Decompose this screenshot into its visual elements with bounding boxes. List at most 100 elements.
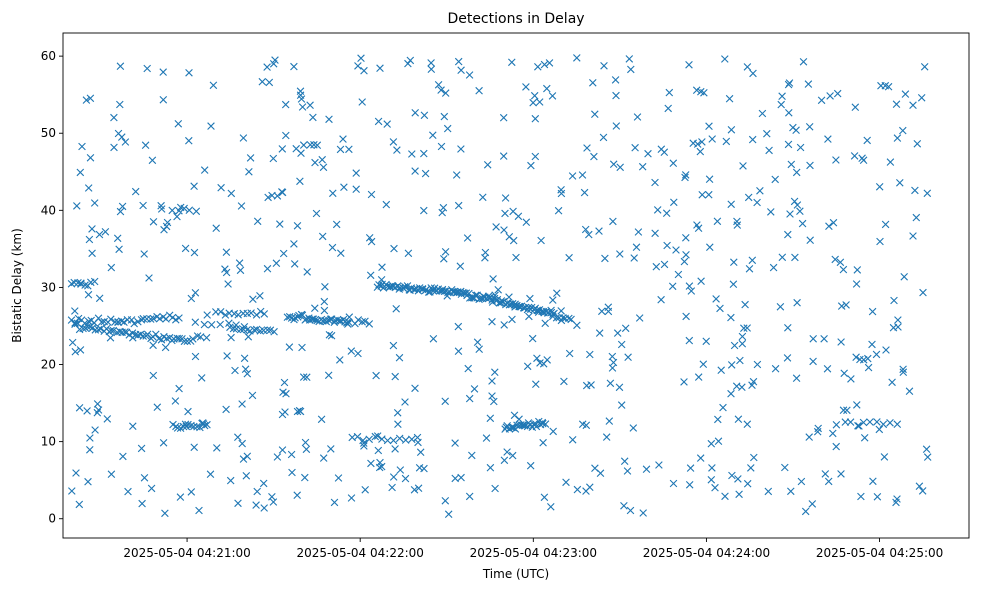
data-point-822 xyxy=(344,320,352,328)
data-point-538 xyxy=(699,360,708,368)
data-point-400 xyxy=(191,352,200,361)
data-point-556 xyxy=(541,319,549,328)
data-point-807 xyxy=(90,199,99,207)
data-point-682 xyxy=(129,422,137,430)
data-point-396 xyxy=(491,291,499,299)
data-point-943 xyxy=(530,91,539,100)
data-point-479 xyxy=(115,245,123,254)
data-point-961 xyxy=(634,228,643,236)
data-point-760 xyxy=(276,220,284,228)
data-point-1028 xyxy=(457,473,465,482)
data-point-504 xyxy=(826,92,834,100)
data-point-681 xyxy=(440,255,448,263)
data-point-922 xyxy=(749,69,757,78)
data-point-104 xyxy=(207,321,216,329)
data-point-756 xyxy=(420,464,428,473)
data-point-958 xyxy=(629,424,638,432)
data-point-374 xyxy=(71,347,80,356)
data-point-895 xyxy=(176,203,185,212)
data-point-576 xyxy=(116,62,125,70)
data-point-714 xyxy=(252,501,260,509)
data-point-448 xyxy=(657,295,665,304)
data-point-649 xyxy=(454,57,463,66)
data-point-883 xyxy=(764,487,773,496)
data-point-1061 xyxy=(685,481,694,489)
data-point-994 xyxy=(784,140,793,149)
data-point-559 xyxy=(880,453,889,461)
data-point-506 xyxy=(899,365,907,374)
data-point-837 xyxy=(279,388,287,396)
data-point-463 xyxy=(143,64,151,73)
data-point-770 xyxy=(212,224,220,232)
data-point-907 xyxy=(438,208,446,217)
data-point-282 xyxy=(523,305,532,314)
data-point-345 xyxy=(893,420,902,428)
data-point-797 xyxy=(263,264,272,273)
data-point-870 xyxy=(248,391,257,400)
data-point-817 xyxy=(730,341,739,350)
data-point-399 xyxy=(354,62,362,70)
data-point-435 xyxy=(190,248,199,257)
data-point-562 xyxy=(411,109,419,117)
data-point-442 xyxy=(441,248,450,256)
data-point-548 xyxy=(347,494,356,502)
data-point-532 xyxy=(613,329,622,337)
data-point-908 xyxy=(240,354,249,363)
data-point-585 xyxy=(357,54,365,62)
data-point-17 xyxy=(97,318,106,326)
data-point-79 xyxy=(149,314,158,323)
data-point-993 xyxy=(468,451,476,460)
data-point-415 xyxy=(728,471,736,480)
data-point-566 xyxy=(78,142,86,151)
data-point-571 xyxy=(674,270,683,279)
data-point-342 xyxy=(873,418,881,426)
data-point-480 xyxy=(391,372,399,381)
data-point-579 xyxy=(608,352,617,361)
data-point-620 xyxy=(101,228,110,236)
data-point-916 xyxy=(296,407,305,416)
data-point-932 xyxy=(905,387,914,395)
data-point-894 xyxy=(749,377,758,386)
data-point-881 xyxy=(345,313,354,321)
data-point-914 xyxy=(743,63,752,71)
data-point-912 xyxy=(77,280,85,288)
data-point-987 xyxy=(697,277,705,285)
data-point-891 xyxy=(730,258,738,266)
data-point-730 xyxy=(374,446,383,455)
data-point-305 xyxy=(561,314,569,323)
data-point-78 xyxy=(146,315,155,323)
data-point-511 xyxy=(360,442,368,450)
data-point-693 xyxy=(499,113,508,122)
data-point-610 xyxy=(272,259,281,267)
data-point-750 xyxy=(623,467,632,475)
data-point-936 xyxy=(756,187,764,195)
data-point-669 xyxy=(512,253,520,262)
data-point-838 xyxy=(375,463,384,472)
data-point-391 xyxy=(290,240,298,248)
data-point-1059 xyxy=(427,59,435,67)
data-point-789 xyxy=(833,89,842,98)
data-point-955 xyxy=(492,223,500,231)
data-point-992 xyxy=(175,384,183,393)
data-point-600 xyxy=(352,169,360,177)
data-point-119 xyxy=(256,307,265,316)
data-point-44 xyxy=(107,326,115,335)
data-point-972 xyxy=(457,66,465,74)
data-point-816 xyxy=(890,296,898,305)
data-point-1017 xyxy=(227,189,236,198)
data-point-574 xyxy=(394,420,402,428)
data-point-62 xyxy=(155,334,163,343)
data-point-564 xyxy=(437,142,446,151)
y-tick-label-2: 20 xyxy=(41,358,56,372)
data-point-771 xyxy=(256,292,264,300)
data-point-1027 xyxy=(539,438,547,447)
data-point-834 xyxy=(93,400,102,408)
data-point-172 xyxy=(361,317,369,326)
data-point-844 xyxy=(184,407,192,416)
y-tick-label-0: 0 xyxy=(48,512,56,526)
data-point-371 xyxy=(651,229,659,238)
data-point-978 xyxy=(522,218,531,226)
data-point-1052 xyxy=(347,347,356,355)
data-point-659 xyxy=(288,468,296,477)
data-point-436 xyxy=(547,503,555,511)
